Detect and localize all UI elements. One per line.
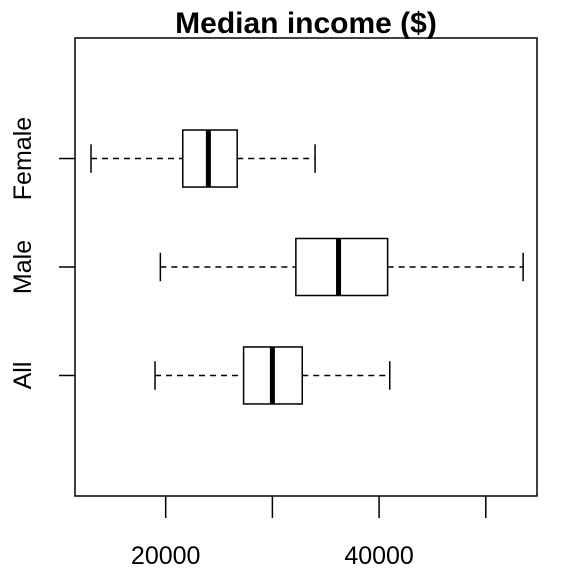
- box-all: [154, 346, 391, 405]
- category-label: Female: [9, 117, 37, 200]
- x-tick-label: 20000: [131, 542, 201, 570]
- category-label: All: [9, 362, 37, 390]
- box-female: [90, 129, 316, 188]
- boxes-layer: [90, 129, 524, 405]
- chart-title: Median income ($): [175, 7, 437, 40]
- category-label: Male: [9, 240, 37, 294]
- box-iqr: [295, 237, 389, 297]
- y-axis: All Male Female: [9, 117, 75, 390]
- x-axis: 20000 40000: [131, 496, 487, 570]
- x-tick-label: 40000: [344, 542, 414, 570]
- box-male: [159, 237, 524, 297]
